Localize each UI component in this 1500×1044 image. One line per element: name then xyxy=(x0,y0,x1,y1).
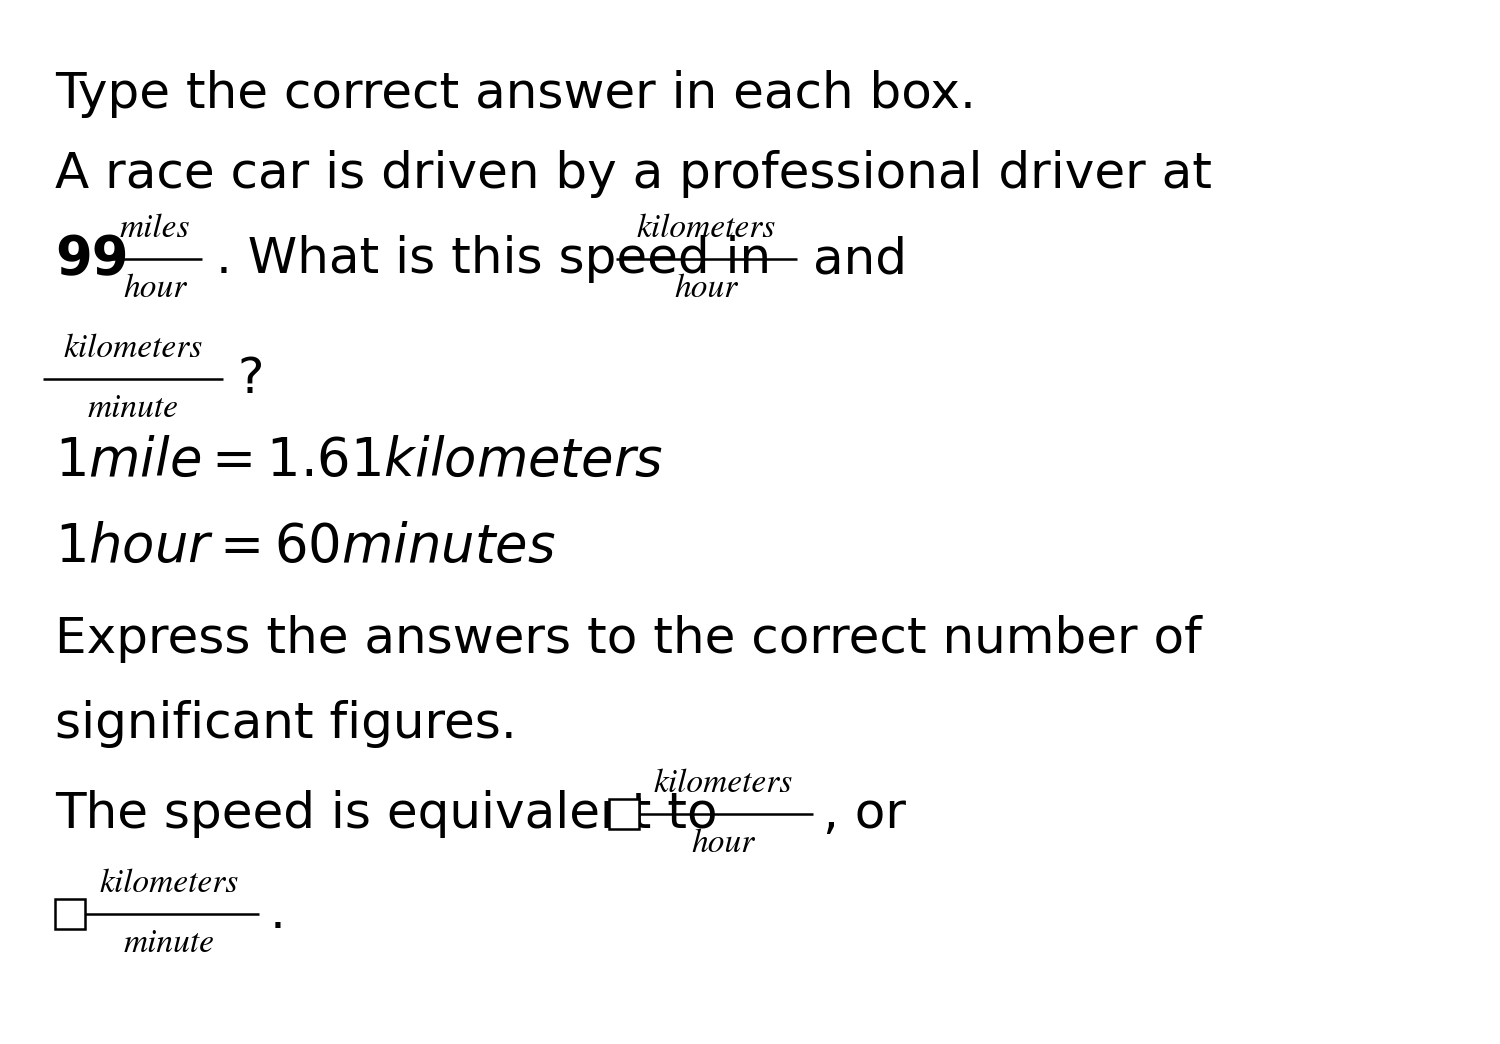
Text: $1hour = 60minutes$: $1hour = 60minutes$ xyxy=(56,521,555,573)
Text: miles: miles xyxy=(120,214,190,244)
Text: kilometers: kilometers xyxy=(636,214,776,244)
Text: , or: , or xyxy=(824,790,906,838)
Text: hour: hour xyxy=(692,829,754,859)
Text: ?: ? xyxy=(237,355,264,403)
Text: minute: minute xyxy=(123,929,214,959)
Bar xyxy=(609,799,639,829)
Text: kilometers: kilometers xyxy=(654,768,792,799)
Text: Express the answers to the correct number of: Express the answers to the correct numbe… xyxy=(56,615,1202,663)
Text: kilometers: kilometers xyxy=(63,334,202,364)
Text: kilometers: kilometers xyxy=(99,869,238,899)
Text: $1mile = 1.61kilometers$: $1mile = 1.61kilometers$ xyxy=(56,435,663,487)
Text: .: . xyxy=(270,889,285,938)
Bar xyxy=(56,899,86,929)
Text: A race car is driven by a professional driver at: A race car is driven by a professional d… xyxy=(56,150,1212,198)
Text: and: and xyxy=(813,235,906,283)
Text: hour: hour xyxy=(123,274,186,305)
Text: minute: minute xyxy=(87,394,178,424)
Text: The speed is equivalent to: The speed is equivalent to xyxy=(56,790,717,838)
Text: 99: 99 xyxy=(56,233,129,285)
Text: significant figures.: significant figures. xyxy=(56,699,516,748)
Text: Type the correct answer in each box.: Type the correct answer in each box. xyxy=(56,70,976,118)
Text: hour: hour xyxy=(675,274,738,305)
Text: . What is this speed in: . What is this speed in xyxy=(216,235,771,283)
